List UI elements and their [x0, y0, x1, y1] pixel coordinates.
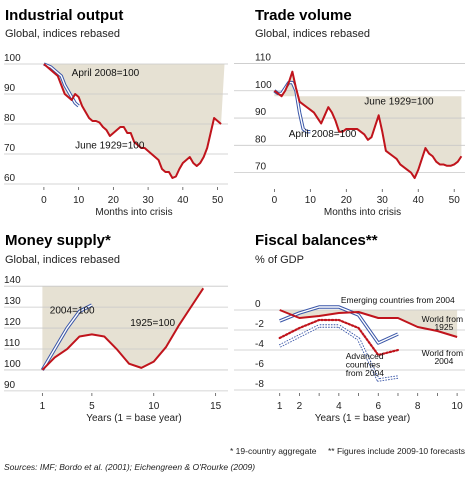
- annotation-from-2004: from 2004: [346, 368, 385, 378]
- y-tick-label: 140: [4, 275, 21, 286]
- y-tick-label: 80: [255, 134, 267, 145]
- annotation-june-1929-100: June 1929=100: [75, 141, 145, 152]
- series-advanced-countries-from-2004: [278, 324, 399, 382]
- industrial-output-chart: Industrial output Global, indices rebased…: [4, 7, 228, 218]
- y-tick-label: 90: [4, 83, 16, 94]
- x-tick-label: 15: [210, 401, 222, 412]
- x-tick-label: 50: [212, 195, 224, 206]
- x-tick-label: 0: [272, 195, 278, 206]
- y-tick-label: 110: [4, 338, 20, 349]
- y-tick-label: -8: [255, 379, 264, 390]
- annotation-countries: countries: [346, 360, 381, 370]
- footnote-left: * 19-country aggregate: [230, 446, 317, 456]
- chart-subtitle: Global, indices rebased: [5, 254, 120, 266]
- y-tick-label: 110: [255, 52, 271, 63]
- y-tick-label: 100: [4, 359, 21, 370]
- y-tick-label: -6: [255, 359, 264, 370]
- x-tick-label: 40: [413, 195, 425, 206]
- annotation-june-1929-100: June 1929=100: [364, 96, 434, 107]
- series-april-2008-100: [273, 80, 311, 134]
- x-tick-label: 20: [341, 195, 353, 206]
- x-tick-label: 30: [143, 195, 155, 206]
- annotation-world-from: World from: [422, 314, 463, 324]
- x-tick-label: 40: [177, 195, 189, 206]
- x-tick-label: 10: [148, 401, 160, 412]
- footnote-right: ** Figures include 2009-10 forecasts: [328, 446, 465, 456]
- series-inner: [41, 304, 93, 371]
- series-world-from-1925: [279, 309, 458, 338]
- annotation-2004: 2004: [434, 356, 453, 366]
- x-tick-label: 8: [415, 401, 421, 412]
- series-june-1929-100: [43, 63, 222, 179]
- annotation-2004-100: 2004=100: [50, 305, 95, 316]
- annotation-april-2008-100: April 2008=100: [72, 68, 140, 79]
- x-tick-label: 10: [452, 401, 464, 412]
- shaded-gap-area: [279, 310, 458, 337]
- annotation-emerging-countries-from-2004: Emerging countries from 2004: [341, 295, 455, 305]
- x-tick-label: 1: [277, 401, 283, 412]
- x-tick-label: 4: [336, 401, 342, 412]
- chart-title: Industrial output: [5, 7, 123, 24]
- series-june-1929-100: [273, 70, 463, 180]
- chart-subtitle: Global, indices rebased: [5, 28, 120, 40]
- shaded-gap-area: [43, 64, 225, 178]
- x-axis-label: Months into crisis: [95, 207, 172, 218]
- x-axis-label: Months into crisis: [324, 207, 401, 218]
- series-2004-100: [40, 303, 93, 371]
- y-tick-label: 130: [4, 296, 21, 307]
- chart-title: Money supply*: [5, 232, 111, 249]
- y-tick-label: 90: [4, 380, 16, 391]
- chart-title: Fiscal balances**: [255, 232, 378, 249]
- x-tick-label: 1: [40, 401, 46, 412]
- x-tick-label: 2: [297, 401, 303, 412]
- shaded-gap-area: [274, 71, 462, 179]
- x-tick-label: 0: [41, 195, 47, 206]
- x-tick-label: 30: [377, 195, 389, 206]
- series-emerging-countries-from-2004: [279, 305, 399, 345]
- y-tick-label: 70: [255, 162, 267, 173]
- x-axis-label: Years (1 = base year): [315, 413, 411, 424]
- x-tick-label: 10: [305, 195, 317, 206]
- y-tick-label: 90: [255, 107, 267, 118]
- y-tick-label: 60: [4, 173, 16, 184]
- y-tick-label: -2: [255, 319, 264, 330]
- x-tick-label: 20: [108, 195, 120, 206]
- x-tick-label: 5: [89, 401, 95, 412]
- annotation-world-from: World from: [422, 348, 463, 358]
- y-tick-label: 80: [4, 113, 16, 124]
- series-inner: [279, 325, 399, 381]
- x-tick-label: 10: [73, 195, 85, 206]
- y-tick-label: 100: [4, 53, 21, 64]
- series-inner: [279, 306, 399, 344]
- y-tick-label: 70: [4, 143, 16, 154]
- chart-subtitle: Global, indices rebased: [255, 28, 370, 40]
- annotation-1925: 1925: [434, 322, 453, 332]
- y-tick-label: 100: [255, 80, 272, 91]
- money-supply-chart: Money supply* Global, indices rebased 140 1…: [4, 232, 228, 424]
- trade-volume-chart: Trade volume Global, indices rebased 110 10…: [234, 7, 465, 218]
- sources-note: Sources: IMF; Bordo et al. (2001); Eiche…: [4, 462, 255, 472]
- annotation-advanced: Advanced: [346, 351, 384, 361]
- y-tick-label: -4: [255, 339, 264, 350]
- chart-subtitle: % of GDP: [255, 254, 304, 266]
- y-tick-label: 120: [4, 317, 21, 328]
- y-tick-label: 0: [255, 299, 261, 310]
- x-tick-label: 6: [375, 401, 381, 412]
- series-world-from-2004: [278, 318, 400, 357]
- chart-title: Trade volume: [255, 7, 352, 24]
- annotation-1925-100: 1925=100: [130, 318, 175, 329]
- fiscal-balances-chart: Fiscal balances** % of GDP 0 -2 -4 -6 -8 1 2 4 6 8 1…: [234, 232, 465, 424]
- series-inner: [273, 81, 311, 133]
- x-tick-label: 50: [449, 195, 461, 206]
- series-1925-100: [41, 287, 205, 371]
- x-axis-label: Years (1 = base year): [86, 413, 182, 424]
- annotation-april-2008-100: April 2008=100: [289, 129, 357, 140]
